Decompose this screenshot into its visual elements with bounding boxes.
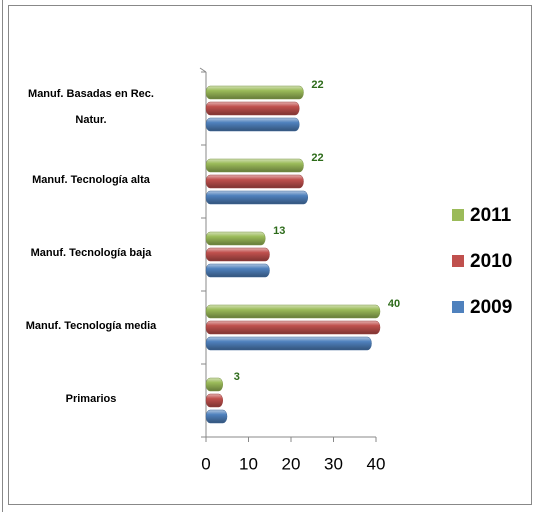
bar — [205, 85, 304, 100]
legend-swatch — [452, 209, 464, 221]
category-label: Primarios — [65, 392, 117, 405]
bar — [205, 190, 308, 205]
bar — [205, 304, 381, 319]
axis-depth — [199, 67, 207, 73]
category-label: Manuf. Tecnología media — [25, 319, 157, 332]
bar — [205, 409, 228, 424]
bar — [205, 158, 304, 173]
legend-swatch — [452, 301, 464, 313]
data-label: 13 — [273, 225, 285, 237]
bar — [205, 263, 270, 278]
bar — [205, 393, 223, 408]
data-label: 3 — [234, 371, 240, 383]
category-label: Manuf. Tecnología alta — [32, 173, 150, 186]
bar — [205, 377, 223, 392]
x-tick-label: 20 — [282, 454, 301, 473]
bar — [205, 174, 304, 189]
x-tick-label: 40 — [367, 454, 386, 473]
bar — [205, 320, 381, 335]
data-label: 22 — [311, 79, 323, 91]
bar — [205, 101, 300, 116]
legend-label: 2009 — [470, 297, 512, 318]
bar — [205, 336, 372, 351]
x-tick-label: 30 — [324, 454, 343, 473]
category-label: Manuf. Basadas en Rec. Natur. — [28, 87, 154, 126]
bar — [205, 231, 266, 246]
legend-label: 2011 — [470, 205, 512, 226]
legend-label: 2010 — [470, 251, 512, 272]
x-tick-label: 0 — [201, 454, 210, 473]
data-label: 40 — [388, 298, 400, 310]
bar — [205, 247, 270, 262]
legend-swatch — [452, 255, 464, 267]
bar — [205, 117, 300, 132]
x-tick-label: 10 — [239, 454, 258, 473]
category-label: Manuf. Tecnología baja — [30, 246, 152, 259]
frame — [8, 5, 532, 505]
data-label: 22 — [311, 152, 323, 164]
